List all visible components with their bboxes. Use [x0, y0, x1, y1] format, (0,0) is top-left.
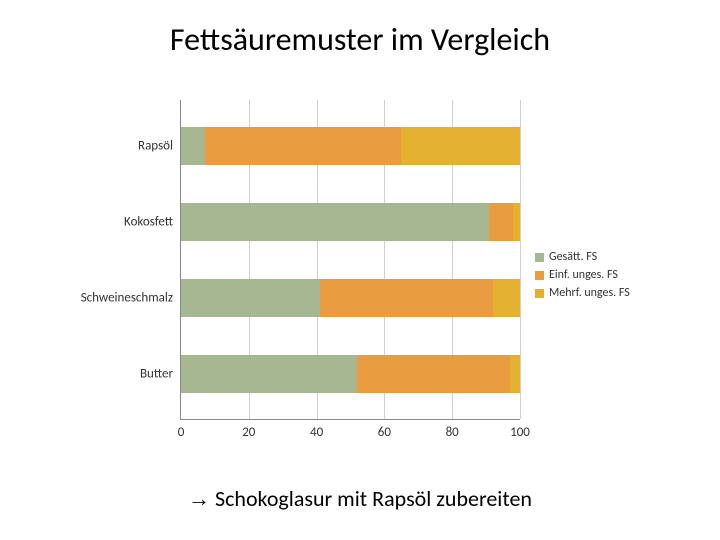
footnote-text: Schokoglasur mit Rapsöl zubereiten — [210, 485, 532, 512]
bar-segment — [181, 203, 489, 241]
category-label: Kokosfett — [61, 214, 181, 229]
legend-label: Einf. unges. FS — [549, 268, 618, 282]
legend: Gesätt. FS Einf. unges. FS Mehrf. unges. F… — [535, 250, 630, 304]
bar-segment — [489, 203, 513, 241]
x-tick-label: 20 — [242, 419, 255, 440]
footnote: → Schokoglasur mit Rapsöl zubereiten — [0, 485, 720, 512]
bar-segment — [513, 203, 520, 241]
chart: Rapsöl Kokosfett Schweineschmalz Butter 0 20 4… — [60, 100, 620, 460]
x-tick-label: 40 — [310, 419, 323, 440]
x-tick-label: 0 — [178, 419, 185, 440]
legend-item: Mehrf. unges. FS — [535, 286, 630, 300]
bar-segment — [510, 355, 520, 393]
bar-row: Rapsöl — [181, 127, 520, 165]
bar-segment — [401, 127, 520, 165]
bar-segment — [320, 279, 493, 317]
legend-label: Gesätt. FS — [549, 250, 597, 264]
plot-area: RapsölKokosfettSchweineschmalzButter0204… — [180, 100, 520, 420]
category-label: Rapsöl — [61, 138, 181, 153]
bar-row: Butter — [181, 355, 520, 393]
bar-segment — [493, 279, 520, 317]
bar-segment — [205, 127, 402, 165]
x-tick-label: 60 — [378, 419, 391, 440]
legend-label: Mehrf. unges. FS — [549, 286, 630, 300]
category-label: Butter — [61, 366, 181, 381]
x-tick-label: 80 — [446, 419, 459, 440]
bar-segment — [181, 355, 357, 393]
bar-row: Kokosfett — [181, 203, 520, 241]
category-label: Schweineschmalz — [61, 290, 181, 305]
page-title: Fettsäuremuster im Vergleich — [0, 20, 720, 59]
arrow-icon: → — [188, 486, 210, 511]
bar-segment — [357, 355, 510, 393]
legend-swatch — [535, 271, 544, 280]
bar-row: Schweineschmalz — [181, 279, 520, 317]
bar-segment — [181, 279, 320, 317]
x-tick-label: 100 — [510, 419, 530, 440]
legend-item: Einf. unges. FS — [535, 268, 630, 282]
legend-swatch — [535, 289, 544, 298]
bar-segment — [181, 127, 205, 165]
legend-item: Gesätt. FS — [535, 250, 630, 264]
legend-swatch — [535, 253, 544, 262]
gridline — [520, 100, 521, 419]
